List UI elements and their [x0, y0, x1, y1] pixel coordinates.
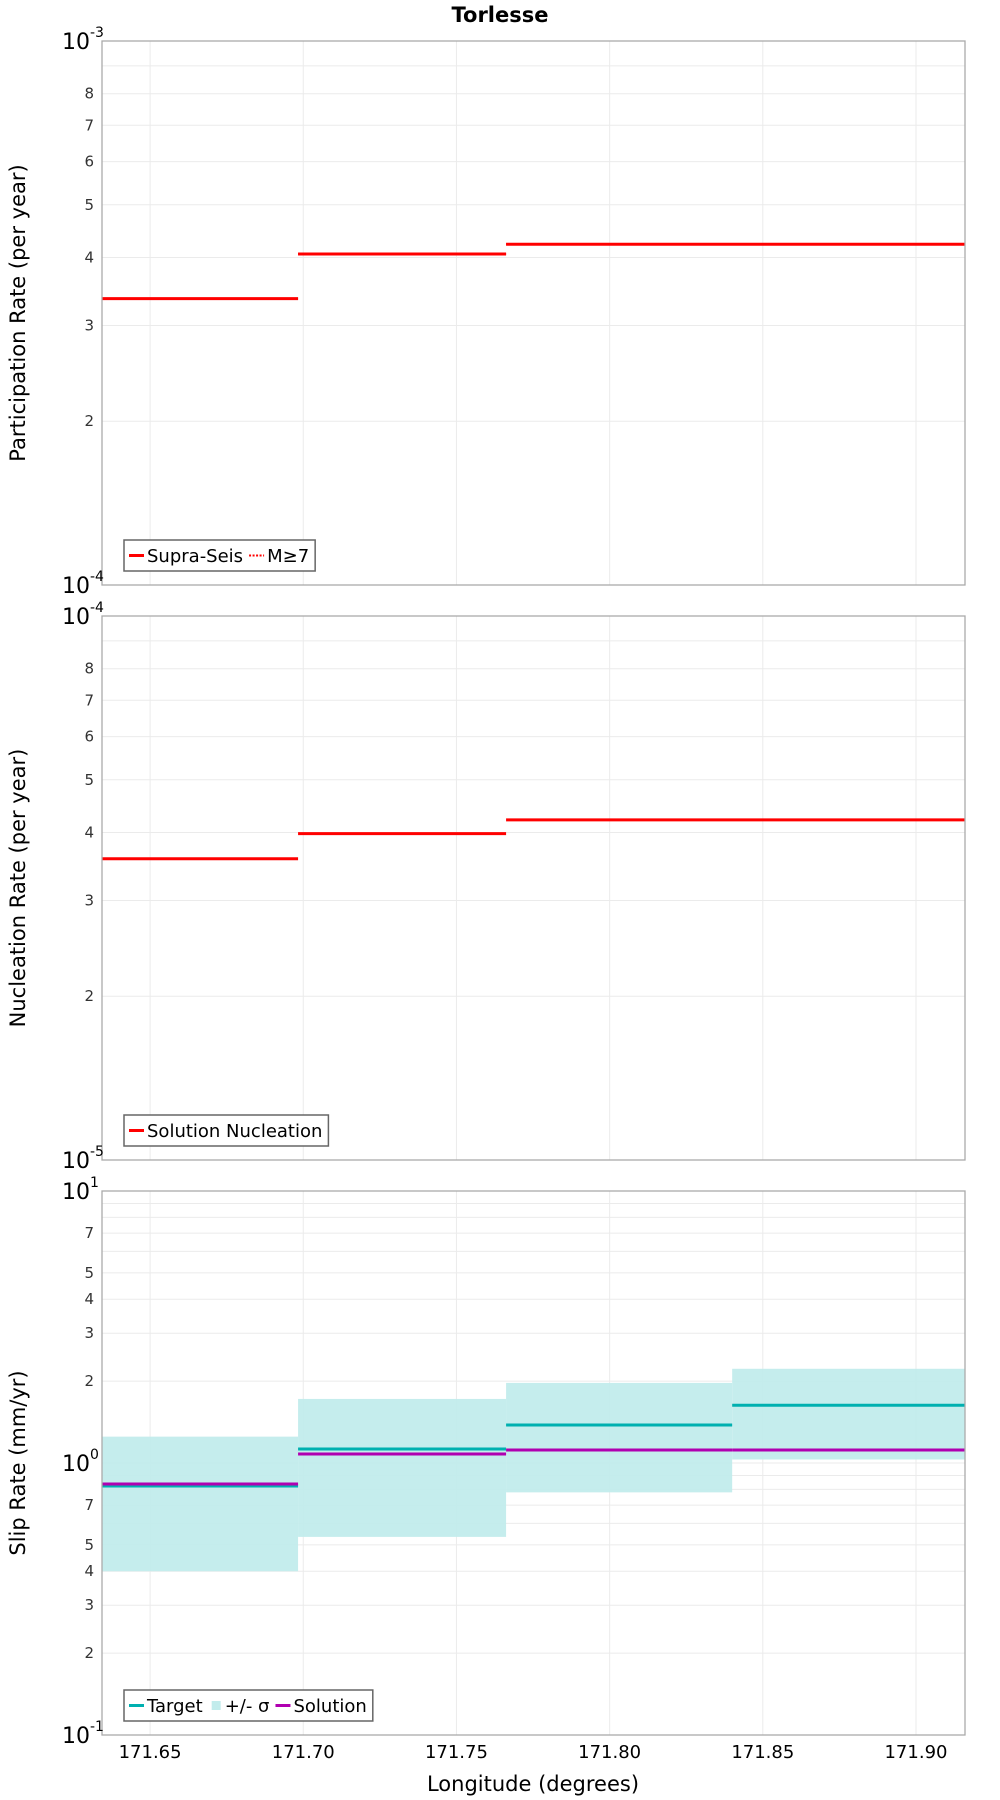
legend-box: [123, 1689, 374, 1722]
y-tick-label: 3: [84, 1324, 94, 1342]
legend-label: Solution: [293, 1696, 366, 1717]
y-tick-exponent: 1: [90, 1175, 99, 1191]
series-supra-seis: [102, 242, 965, 301]
y-tick-label: 5: [84, 196, 94, 214]
y-tick-label: 3: [84, 316, 94, 334]
y-tick-exponent: -4: [90, 569, 104, 585]
legend-item: +/- σ: [211, 1696, 270, 1717]
y-tick-label: 4: [84, 1290, 94, 1308]
legend-label: Solution Nucleation: [147, 1121, 322, 1142]
legend-item: Supra-Seis: [129, 546, 243, 567]
uncertainty-band: [732, 1368, 965, 1460]
legend-item: Solution: [275, 1696, 367, 1717]
x-tick-label: 171.70: [272, 1742, 335, 1763]
x-axis-title: Longitude (degrees): [427, 1772, 639, 1796]
y-tick-label-major: 10: [62, 574, 90, 599]
y-tick-label: 8: [84, 85, 94, 103]
y-tick-label: 3: [84, 1596, 94, 1614]
legend-box: [123, 539, 316, 572]
x-tick-label: 171.65: [119, 1742, 182, 1763]
y-tick-label-major: 10: [62, 1149, 90, 1174]
plot-frame: [101, 40, 966, 586]
y-tick-label: 2: [84, 1644, 94, 1662]
series-solution-nucleation: [102, 818, 965, 861]
plot-frame: [101, 615, 966, 1161]
y-tick-label: 3: [84, 891, 94, 909]
x-tick-label: 171.90: [884, 1742, 947, 1763]
series-solution: [102, 1448, 965, 1486]
y-tick-label: 5: [84, 1264, 94, 1282]
series-m-7: [102, 243, 965, 300]
legend: Target +/- σ Solution: [123, 1689, 374, 1722]
y-axis-title: Nucleation Rate (per year): [6, 749, 30, 1028]
plot-frame: [101, 1190, 966, 1736]
y-tick-label-major: 10: [62, 1452, 90, 1477]
y-tick-label: 2: [84, 1372, 94, 1390]
y-tick-label-major: 10: [62, 1724, 90, 1749]
legend-label: Supra-Seis: [147, 546, 243, 567]
y-tick-label: 6: [84, 728, 94, 746]
y-tick-label: 7: [84, 1224, 94, 1242]
y-tick-label: 7: [84, 691, 94, 709]
y-axis-title: Participation Rate (per year): [6, 164, 30, 461]
legend-item: Solution Nucleation: [129, 1121, 322, 1142]
y-tick-exponent: -4: [90, 600, 104, 616]
legend-item: M≥7: [249, 546, 309, 567]
y-axis-title: Slip Rate (mm/yr): [6, 1370, 30, 1555]
y-tick-label: 4: [84, 248, 94, 266]
y-tick-label: 8: [84, 660, 94, 678]
y-tick-label: 7: [84, 116, 94, 134]
uncertainty-band: [298, 1398, 507, 1537]
y-tick-label: 6: [84, 153, 94, 171]
y-tick-label: 4: [84, 823, 94, 841]
x-tick-label: 171.80: [578, 1742, 641, 1763]
chart-title: Torlesse: [451, 3, 548, 27]
y-tick-label: 4: [84, 1562, 94, 1580]
y-tick-label: 2: [84, 987, 94, 1005]
legend-item: Target: [129, 1696, 203, 1717]
uncertainty-band: [506, 1382, 733, 1493]
y-tick-label-major: 10: [62, 1180, 90, 1205]
y-tick-exponent: -3: [90, 25, 104, 41]
x-axis: 171.65 171.70 171.75 171.80 171.85 171.90: [119, 1742, 948, 1763]
uncertainty-band: [102, 1436, 299, 1572]
x-tick-label: 171.85: [731, 1742, 794, 1763]
legend-label: M≥7: [267, 546, 309, 567]
y-tick-exponent: -1: [90, 1719, 104, 1735]
legend-label: +/- σ: [225, 1696, 270, 1717]
series--: [102, 1368, 965, 1572]
y-tick-label: 2: [84, 412, 94, 430]
legend: Supra-Seis M≥7: [123, 539, 316, 572]
y-tick-label: 5: [84, 1536, 94, 1554]
y-tick-label-major: 10: [62, 30, 90, 55]
legend-box: [123, 1114, 330, 1147]
legend-swatch-band-icon: [211, 1701, 221, 1710]
x-tick-label: 171.75: [425, 1742, 488, 1763]
y-tick-exponent: -5: [90, 1144, 104, 1160]
y-tick-exponent: 0: [90, 1447, 99, 1463]
y-tick-label: 5: [84, 771, 94, 789]
legend: Solution Nucleation: [123, 1114, 330, 1147]
series-target: [102, 1403, 965, 1488]
y-tick-label-major: 10: [62, 605, 90, 630]
legend-label: Target: [146, 1696, 203, 1717]
y-tick-label: 7: [84, 1496, 94, 1514]
